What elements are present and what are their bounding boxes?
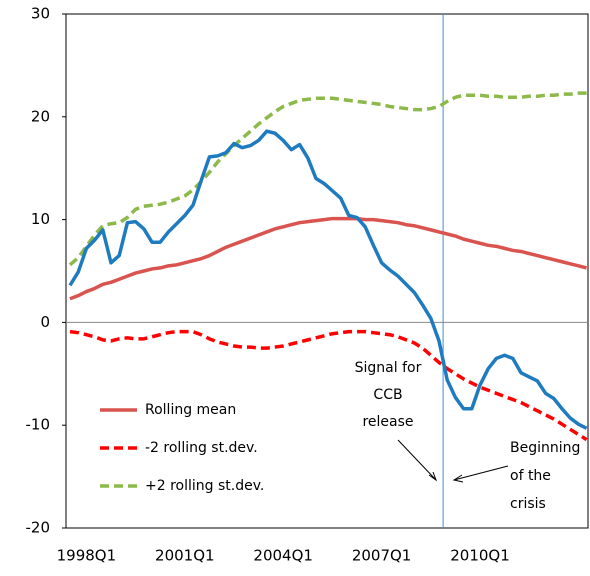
arrow-head	[428, 471, 438, 482]
x-tick-label: 1998Q1	[57, 547, 117, 565]
annotation: Signal for	[355, 360, 422, 376]
plot-frame	[65, 13, 589, 529]
y-tick-label: -10	[26, 416, 51, 434]
x-tick-label: 2001Q1	[155, 547, 215, 565]
annotation: of the	[510, 468, 551, 484]
legend-label: Rolling mean	[145, 402, 236, 418]
series-line	[68, 129, 588, 430]
series-line	[69, 329, 588, 442]
arrow	[453, 465, 509, 481]
annotation: Beginning	[510, 440, 580, 456]
arrow-head	[452, 474, 464, 483]
legend-label: +2 rolling st.dev.	[145, 478, 264, 494]
y-tick-label: 30	[31, 5, 50, 23]
y-tick-label: 0	[40, 313, 50, 331]
annotation: crisis	[510, 496, 546, 512]
y-tick-label: 20	[31, 107, 50, 125]
annotation: CCB	[373, 387, 402, 403]
series-line	[68, 91, 587, 267]
annotation: release	[362, 414, 413, 430]
y-tick-label: 10	[31, 210, 50, 228]
x-tick-label: 2004Q1	[253, 547, 313, 565]
x-tick-label: 2010Q1	[450, 547, 510, 565]
y-tick-label: -20	[26, 519, 51, 537]
series-line	[69, 216, 588, 301]
legend-label: -2 rolling st.dev.	[145, 440, 258, 456]
x-tick-label: 2007Q1	[352, 547, 412, 565]
arrow	[397, 439, 437, 481]
